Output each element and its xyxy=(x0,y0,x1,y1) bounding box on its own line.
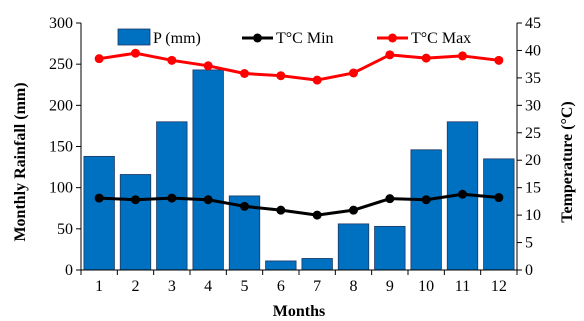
right-tick-label-5: 5 xyxy=(525,235,533,252)
temperature-lines xyxy=(94,48,504,220)
right-tick-label-45: 45 xyxy=(525,15,541,32)
x-tick-label-11: 11 xyxy=(455,278,470,295)
legend-item-tmin: T°C Min xyxy=(242,30,334,47)
tmin-point-7 xyxy=(312,210,322,220)
tmax-point-3 xyxy=(167,55,177,65)
x-tick-label-4: 4 xyxy=(204,278,212,295)
tmax-point-5 xyxy=(240,69,249,78)
tmin-point-2 xyxy=(131,195,140,205)
x-tick-label-7: 7 xyxy=(313,278,321,295)
right-tick-label-35: 35 xyxy=(525,70,541,87)
left-tick-label-200: 200 xyxy=(49,97,73,114)
rainfall-bar-1 xyxy=(83,155,115,271)
right-tick-label-25: 25 xyxy=(525,125,541,142)
right-tick-label-15: 15 xyxy=(525,180,541,197)
tmax-point-12 xyxy=(494,55,504,65)
legend-label-rainfall: P (mm) xyxy=(153,30,201,47)
left-tick-label-150: 150 xyxy=(49,139,73,156)
tmax-point-10 xyxy=(421,53,431,63)
tmax-point-4 xyxy=(203,61,213,71)
tmin-point-9 xyxy=(385,194,395,204)
tmin-point-1 xyxy=(94,193,104,203)
tmin-point-11 xyxy=(458,189,467,199)
tmin-point-10 xyxy=(421,195,431,205)
legend-label-tmax: T°C Max xyxy=(411,30,471,47)
rainfall-bars xyxy=(83,69,515,271)
legend-swatch-rainfall xyxy=(117,28,151,46)
left-tick-label-50: 50 xyxy=(57,221,73,238)
x-tick-label-1: 1 xyxy=(95,278,103,295)
tmin-point-3 xyxy=(167,193,177,203)
x-tick-label-8: 8 xyxy=(350,278,358,295)
x-axis-title: Months xyxy=(273,303,325,320)
left-tick-label-250: 250 xyxy=(49,56,73,73)
right-axis-title: Temperature (°C) xyxy=(559,101,576,222)
rainfall-bar-10 xyxy=(410,149,442,271)
right-tick-label-0: 0 xyxy=(525,262,533,279)
x-tick-label-9: 9 xyxy=(386,278,394,295)
legend-label-tmin: T°C Min xyxy=(276,30,334,47)
x-tick-label-12: 12 xyxy=(491,278,507,295)
legend-marker-tmin xyxy=(253,33,262,43)
right-tick-label-30: 30 xyxy=(525,97,541,114)
tmax-point-1 xyxy=(94,54,104,64)
rainfall-bar-4 xyxy=(192,69,224,271)
rainfall-bar-12 xyxy=(483,158,515,271)
tmax-point-9 xyxy=(385,50,395,60)
rainfall-bar-9 xyxy=(374,225,406,271)
tmax-point-11 xyxy=(458,51,467,61)
tmin-line xyxy=(99,192,499,217)
x-tick-label-3: 3 xyxy=(168,278,176,295)
left-axis-title: Monthly Rainfall (mm) xyxy=(12,82,29,241)
tmin-point-12 xyxy=(494,193,504,203)
tmin-point-6 xyxy=(276,205,286,215)
x-tick-label-5: 5 xyxy=(241,278,249,295)
x-tick-label-10: 10 xyxy=(418,278,434,295)
right-tick-label-40: 40 xyxy=(525,42,541,59)
rainfall-bar-2 xyxy=(119,174,152,271)
right-tick-label-10: 10 xyxy=(525,207,541,224)
right-tick-label-20: 20 xyxy=(525,152,541,169)
legend-item-rainfall: P (mm) xyxy=(117,28,201,47)
x-tick-label-2: 2 xyxy=(132,278,140,295)
tmin-point-8 xyxy=(349,205,358,215)
legend: P (mm) T°C Min T°C Max xyxy=(117,28,471,47)
left-tick-label-0: 0 xyxy=(65,262,73,279)
tmax-line xyxy=(98,51,500,82)
legend-item-tmax: T°C Max xyxy=(377,30,471,47)
rainfall-bar-6 xyxy=(265,260,297,271)
left-tick-label-100: 100 xyxy=(49,180,73,197)
tmax-point-6 xyxy=(276,71,286,81)
axes xyxy=(76,22,522,275)
rainfall-bar-7 xyxy=(301,258,333,271)
tmin-point-5 xyxy=(240,201,249,211)
left-tick-label-300: 300 xyxy=(49,15,73,32)
tmax-point-7 xyxy=(312,75,322,85)
tmin-point-4 xyxy=(203,195,213,205)
x-tick-label-6: 6 xyxy=(277,278,285,295)
tmax-point-2 xyxy=(131,48,140,58)
rainfall-bar-8 xyxy=(337,223,370,271)
legend-marker-tmax xyxy=(388,33,397,43)
tmax-point-8 xyxy=(349,68,358,78)
